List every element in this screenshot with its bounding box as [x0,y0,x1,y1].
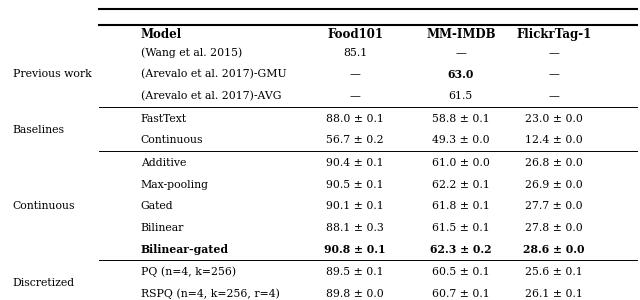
Text: 61.5 ± 0.1: 61.5 ± 0.1 [432,223,490,233]
Text: Bilinear-gated: Bilinear-gated [141,244,229,255]
Text: —: — [456,48,466,58]
Text: 85.1: 85.1 [343,48,367,58]
Text: 27.8 ± 0.0: 27.8 ± 0.0 [525,223,582,233]
Text: 28.6 ± 0.0: 28.6 ± 0.0 [523,244,584,255]
Text: —: — [548,48,559,58]
Text: Model: Model [141,28,182,41]
Text: 89.5 ± 0.1: 89.5 ± 0.1 [326,267,384,277]
Text: FastText: FastText [141,114,187,124]
Text: Continuous: Continuous [141,135,204,145]
Text: —: — [350,91,360,101]
Text: —: — [350,70,360,80]
Text: 88.0 ± 0.1: 88.0 ± 0.1 [326,114,384,124]
Text: 90.4 ± 0.1: 90.4 ± 0.1 [326,158,384,168]
Text: 61.0 ± 0.0: 61.0 ± 0.0 [432,158,490,168]
Text: 61.5: 61.5 [449,91,473,101]
Text: 60.5 ± 0.1: 60.5 ± 0.1 [432,267,490,277]
Text: 61.8 ± 0.1: 61.8 ± 0.1 [432,201,490,211]
Text: 63.0: 63.0 [447,69,474,80]
Text: MM-IMDB: MM-IMDB [426,28,495,41]
Text: 60.7 ± 0.1: 60.7 ± 0.1 [432,289,490,299]
Text: 56.7 ± 0.2: 56.7 ± 0.2 [326,135,384,145]
Text: 62.3 ± 0.2: 62.3 ± 0.2 [430,244,492,255]
Text: Previous work: Previous work [13,70,92,80]
Text: Food101: Food101 [327,28,383,41]
Text: 26.9 ± 0.0: 26.9 ± 0.0 [525,180,582,190]
Text: 90.5 ± 0.1: 90.5 ± 0.1 [326,180,384,190]
Text: 62.2 ± 0.1: 62.2 ± 0.1 [432,180,490,190]
Text: Discretized: Discretized [13,278,75,288]
Text: 12.4 ± 0.0: 12.4 ± 0.0 [525,135,582,145]
Text: —: — [548,91,559,101]
Text: (Arevalo et al. 2017)-GMU: (Arevalo et al. 2017)-GMU [141,69,287,80]
Text: (Arevalo et al. 2017)-AVG: (Arevalo et al. 2017)-AVG [141,91,282,101]
Text: —: — [548,70,559,80]
Text: PQ (n=4, k=256): PQ (n=4, k=256) [141,267,236,278]
Text: (Wang et al. 2015): (Wang et al. 2015) [141,48,242,58]
Text: Gated: Gated [141,201,173,211]
Text: Bilinear: Bilinear [141,223,184,233]
Text: 90.1 ± 0.1: 90.1 ± 0.1 [326,201,384,211]
Text: 26.1 ± 0.1: 26.1 ± 0.1 [525,289,582,299]
Text: 88.1 ± 0.3: 88.1 ± 0.3 [326,223,384,233]
Text: Continuous: Continuous [13,201,76,211]
Text: RSPQ (n=4, k=256, r=4): RSPQ (n=4, k=256, r=4) [141,288,280,299]
Text: Additive: Additive [141,158,186,168]
Text: Baselines: Baselines [13,124,65,134]
Text: 49.3 ± 0.0: 49.3 ± 0.0 [432,135,490,145]
Text: 58.8 ± 0.1: 58.8 ± 0.1 [432,114,490,124]
Text: FlickrTag-1: FlickrTag-1 [516,28,591,41]
Text: 25.6 ± 0.1: 25.6 ± 0.1 [525,267,582,277]
Text: 90.8 ± 0.1: 90.8 ± 0.1 [324,244,386,255]
Text: 26.8 ± 0.0: 26.8 ± 0.0 [525,158,582,168]
Text: 89.8 ± 0.0: 89.8 ± 0.0 [326,289,384,299]
Text: Max-pooling: Max-pooling [141,180,209,190]
Text: 27.7 ± 0.0: 27.7 ± 0.0 [525,201,582,211]
Text: 23.0 ± 0.0: 23.0 ± 0.0 [525,114,582,124]
